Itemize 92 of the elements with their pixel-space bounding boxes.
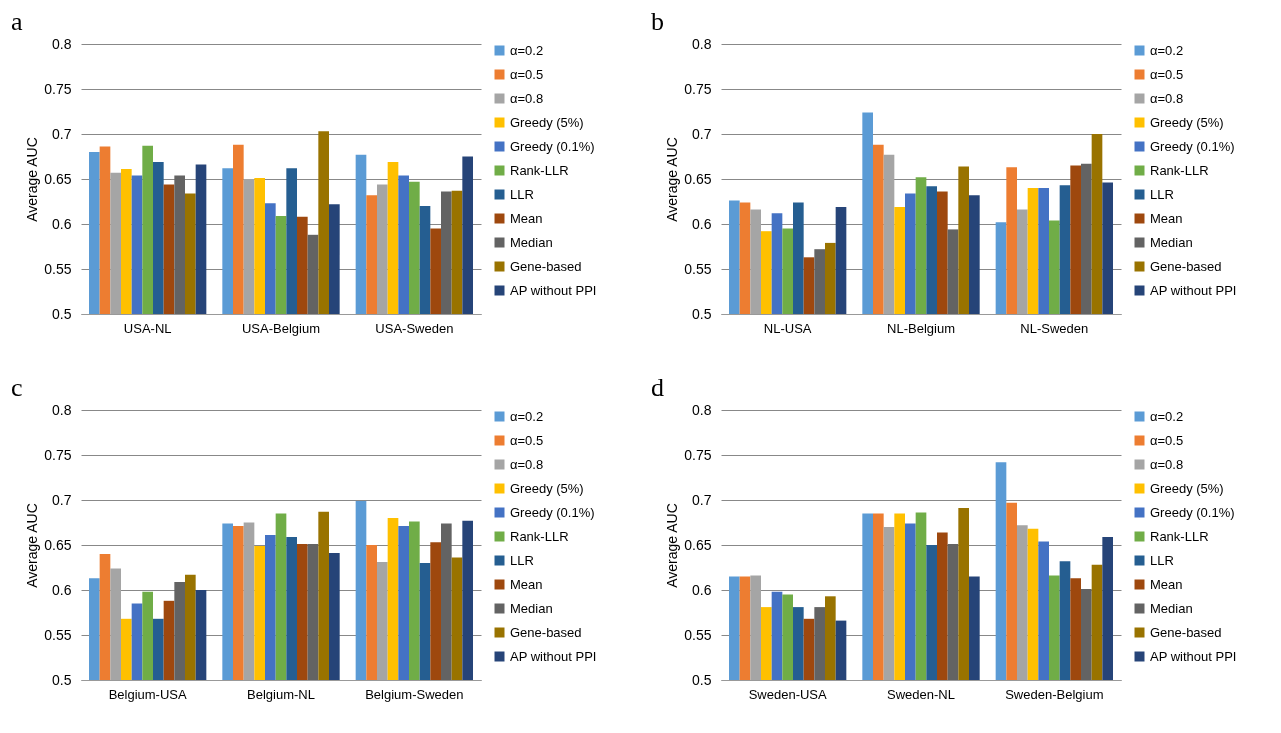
legend-label: α=0.8 (1150, 90, 1184, 106)
legend-label: Rank-LLR (510, 528, 569, 544)
x-tick-label: Belgium-NL (247, 686, 315, 702)
y-tick-label: 0.7 (692, 491, 712, 508)
y-tick-label: 0.5 (692, 305, 712, 322)
legend-label: Mean (1150, 576, 1183, 592)
y-tick-label: 0.6 (692, 215, 712, 232)
legend-label: AP without PPI (510, 282, 597, 298)
x-tick-label: NL-Sweden (1020, 320, 1089, 336)
chart-title: c (11, 373, 23, 402)
legend-label: Mean (1150, 210, 1183, 226)
y-tick-label: 0.7 (52, 125, 72, 142)
y-tick-label: 0.65 (44, 536, 72, 553)
chart-title: b (651, 7, 664, 36)
y-tick-label: 0.6 (52, 215, 72, 232)
legend-label: α=0.2 (510, 42, 544, 58)
legend-label: Gene-based (1150, 258, 1222, 274)
legend-label: α=0.8 (1150, 456, 1184, 472)
legend-label: Gene-based (510, 624, 582, 640)
legend-label: Median (510, 234, 553, 250)
y-tick-label: 0.5 (692, 671, 712, 688)
y-tick-label: 0.75 (684, 80, 712, 97)
legend-label: α=0.2 (1150, 408, 1184, 424)
y-tick-label: 0.55 (684, 626, 712, 643)
y-tick-label: 0.7 (692, 125, 712, 142)
y-axis-title: Average AUC (24, 137, 41, 222)
y-tick-label: 0.8 (52, 401, 72, 418)
legend-label: α=0.8 (510, 456, 544, 472)
y-tick-label: 0.65 (684, 536, 712, 553)
x-tick-label: USA-NL (123, 320, 172, 336)
y-tick-label: 0.65 (684, 170, 712, 187)
y-tick-label: 0.8 (52, 35, 72, 52)
legend-label: Greedy (5%) (510, 114, 584, 130)
y-tick-label: 0.7 (52, 491, 72, 508)
legend-label: α=0.2 (1150, 42, 1184, 58)
chart-title: a (11, 7, 23, 36)
legend-label: α=0.5 (510, 432, 544, 448)
y-tick-label: 0.75 (44, 446, 72, 463)
legend-label: Median (510, 600, 553, 616)
x-tick-label: Sweden-USA (748, 686, 828, 702)
legend-label: α=0.5 (1150, 66, 1184, 82)
y-axis-title: Average AUC (24, 503, 41, 588)
legend-label: Greedy (0.1%) (1150, 138, 1235, 154)
legend-label: Gene-based (1150, 624, 1222, 640)
legend-label: LLR (1150, 552, 1174, 568)
y-tick-label: 0.75 (44, 80, 72, 97)
legend-label: Mean (510, 576, 543, 592)
legend-label: Rank-LLR (510, 162, 569, 178)
y-tick-label: 0.5 (52, 305, 72, 322)
legend-label: LLR (1150, 186, 1174, 202)
legend-label: AP without PPI (510, 648, 597, 664)
legend-label: Median (1150, 600, 1193, 616)
y-tick-label: 0.65 (44, 170, 72, 187)
y-tick-label: 0.8 (692, 401, 712, 418)
legend-label: Greedy (5%) (1150, 480, 1224, 496)
legend-label: Rank-LLR (1150, 162, 1209, 178)
legend-label: Greedy (0.1%) (510, 138, 595, 154)
x-tick-label: Belgium-USA (108, 686, 188, 702)
legend-label: Greedy (0.1%) (1150, 504, 1235, 520)
x-tick-label: NL-Belgium (887, 320, 955, 336)
y-tick-label: 0.55 (684, 260, 712, 277)
y-tick-label: 0.5 (52, 671, 72, 688)
legend-label: α=0.5 (510, 66, 544, 82)
legend-label: α=0.8 (510, 90, 544, 106)
x-tick-label: NL-USA (763, 320, 812, 336)
x-tick-label: Belgium-Sweden (365, 686, 464, 702)
y-tick-label: 0.55 (44, 260, 72, 277)
legend-label: α=0.5 (1150, 432, 1184, 448)
x-tick-label: Sweden-Belgium (1005, 686, 1104, 702)
x-tick-label: Sweden-NL (887, 686, 955, 702)
x-tick-label: USA-Sweden (375, 320, 454, 336)
y-tick-label: 0.75 (684, 446, 712, 463)
legend-label: α=0.2 (510, 408, 544, 424)
y-tick-label: 0.8 (692, 35, 712, 52)
chart-title: d (651, 373, 664, 402)
legend-label: LLR (510, 186, 534, 202)
x-tick-label: USA-Belgium (241, 320, 321, 336)
y-tick-label: 0.55 (44, 626, 72, 643)
legend-label: Gene-based (510, 258, 582, 274)
legend-label: Median (1150, 234, 1193, 250)
legend-label: AP without PPI (1150, 648, 1237, 664)
legend-label: Mean (510, 210, 543, 226)
y-axis-title: Average AUC (664, 137, 681, 222)
legend-label: Greedy (5%) (1150, 114, 1224, 130)
y-tick-label: 0.6 (692, 581, 712, 598)
y-axis-title: Average AUC (664, 503, 681, 588)
legend-label: LLR (510, 552, 534, 568)
y-tick-label: 0.6 (52, 581, 72, 598)
legend-label: Greedy (0.1%) (510, 504, 595, 520)
legend-label: Greedy (5%) (510, 480, 584, 496)
legend-label: Rank-LLR (1150, 528, 1209, 544)
legend-label: AP without PPI (1150, 282, 1237, 298)
